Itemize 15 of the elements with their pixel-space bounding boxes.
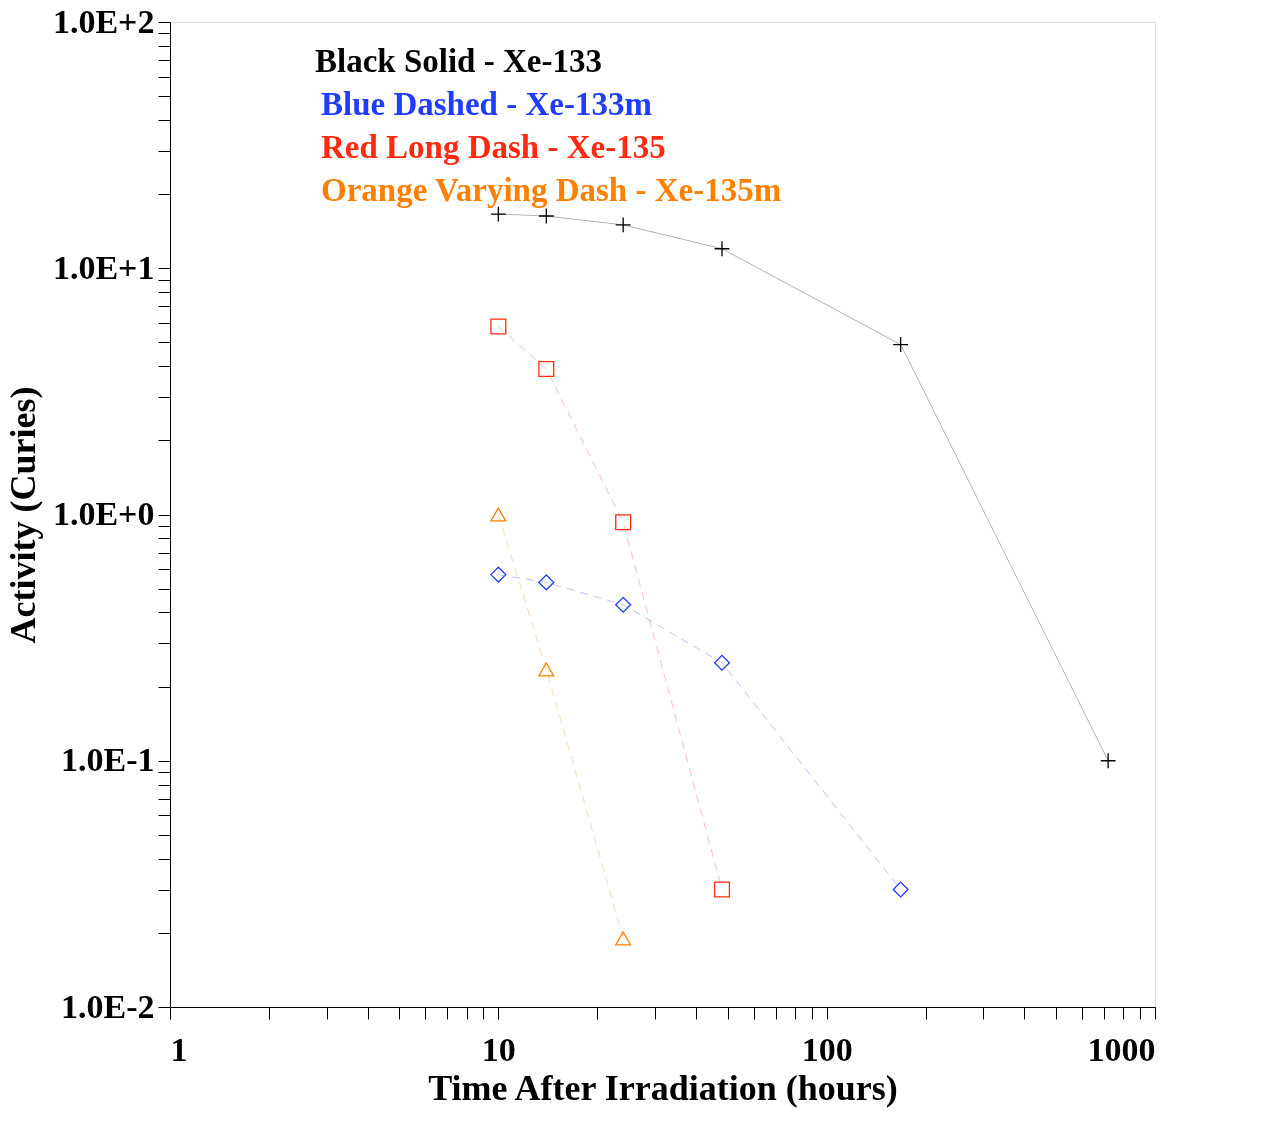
text: Red Long Dash - Xe-135 (321, 129, 666, 165)
y-tick-label: 1.0E+1 (52, 248, 155, 286)
x-axis-title: Time After Irradiation (hours) (428, 1067, 898, 1108)
y-axis-title: Activity (Curies) (2, 386, 43, 644)
x-tick-label: 100 (801, 1030, 853, 1068)
y-tick-label: 1.0E-1 (61, 741, 155, 779)
x-tick-label: 1000 (1087, 1030, 1156, 1068)
text: Black Solid - Xe-133 (315, 43, 602, 79)
text: Blue Dashed - Xe-133m (321, 86, 652, 122)
x-tick-label: 1 (170, 1030, 188, 1068)
x-tick-label: 10 (481, 1030, 516, 1068)
y-tick-label: 1.0E+2 (52, 2, 155, 40)
text: Orange Varying Dash - Xe-135m (321, 172, 782, 208)
y-tick-label: 1.0E-2 (61, 987, 155, 1025)
y-tick-label: 1.0E+0 (52, 495, 155, 532)
